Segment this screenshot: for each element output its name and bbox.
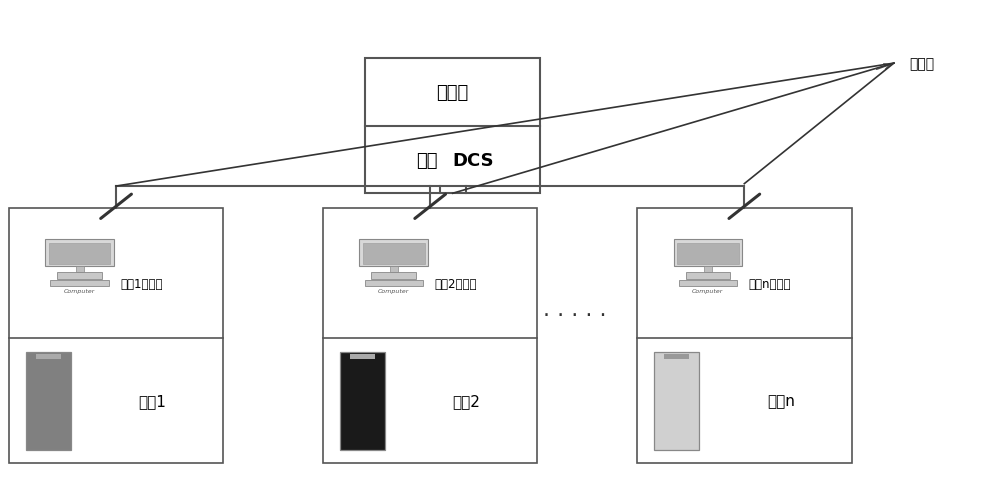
Bar	[9, 208, 223, 463]
Bar	[57, 272, 102, 279]
Bar	[323, 208, 537, 463]
Bar	[26, 352, 71, 450]
Bar	[76, 267, 84, 272]
Text: 主控室: 主控室	[437, 84, 469, 102]
Bar	[365, 59, 540, 194]
Text: Computer: Computer	[64, 288, 95, 293]
Bar	[359, 240, 428, 267]
Text: 子项n控制室: 子项n控制室	[749, 277, 791, 290]
Bar	[390, 267, 398, 272]
Text: 硬接线: 硬接线	[909, 57, 934, 71]
Bar	[50, 281, 109, 286]
Bar	[45, 240, 114, 267]
Bar	[365, 281, 423, 286]
Text: Computer: Computer	[378, 288, 409, 293]
Bar	[363, 243, 425, 265]
Text: 子项1: 子项1	[139, 393, 166, 408]
Text: 子项1控制室: 子项1控制室	[121, 277, 163, 290]
Bar	[679, 281, 737, 286]
Bar	[49, 243, 110, 265]
Bar	[637, 208, 852, 463]
Bar	[36, 354, 61, 359]
Bar	[664, 354, 689, 359]
Bar	[350, 354, 375, 359]
Bar	[654, 352, 699, 450]
Bar	[677, 243, 739, 265]
Text: Computer: Computer	[692, 288, 724, 293]
Text: DCS: DCS	[453, 151, 494, 169]
Bar	[340, 352, 385, 450]
Text: 子项2控制室: 子项2控制室	[435, 277, 477, 290]
Text: 子项n: 子项n	[767, 393, 795, 408]
Bar	[674, 240, 742, 267]
Text: . . . . .: . . . . .	[543, 300, 607, 319]
Bar	[704, 267, 712, 272]
Bar	[686, 272, 730, 279]
Text: 全厂: 全厂	[416, 151, 437, 169]
Bar	[371, 272, 416, 279]
Text: 子项2: 子项2	[453, 393, 481, 408]
